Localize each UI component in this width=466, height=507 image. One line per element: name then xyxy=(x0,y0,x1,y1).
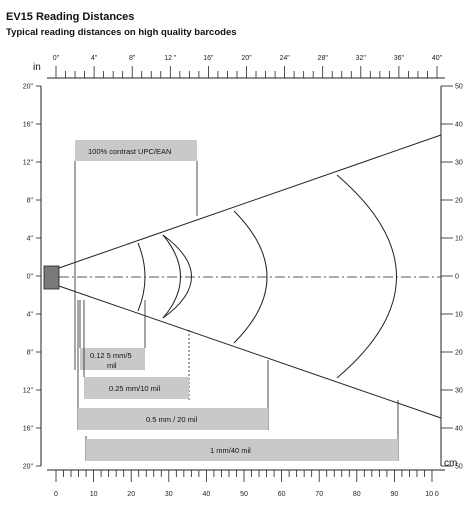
range-arc-20mil xyxy=(233,210,268,344)
range-20mil-label: 0.5 mm / 20 mil xyxy=(146,415,198,424)
cone-lower-edge xyxy=(58,285,442,419)
bottom-ruler-label: 90 xyxy=(391,491,399,498)
cone-upper-edge xyxy=(58,134,442,269)
left-scale-label: 16" xyxy=(23,122,34,129)
bottom-ruler-label: 10 0 xyxy=(425,491,439,498)
left-scale-label: 4" xyxy=(27,236,34,243)
right-scale-label: 20 xyxy=(455,350,463,357)
top-ruler-label: 28" xyxy=(318,55,329,62)
top-inch-ruler: in 0" 4" 8" 12 " 16" 20" 24" 28" 32" 36" 40" xyxy=(33,55,445,79)
right-scale-label: 30 xyxy=(455,160,463,167)
inch-unit-label: in xyxy=(33,62,41,73)
right-scale-label: 40 xyxy=(455,122,463,129)
right-scale-label: 50 xyxy=(455,464,463,471)
bottom-ruler-label: 10 xyxy=(90,491,98,498)
top-ruler-ticks xyxy=(55,66,438,78)
right-scale-label: 20 xyxy=(455,198,463,205)
range-arc-10mil-outer xyxy=(162,234,192,319)
range-5mil-label-1: 0.12 5 mm/5 xyxy=(90,351,132,360)
bottom-cm-ruler: 0 10 20 30 40 50 60 70 80 90 10 0 cm xyxy=(47,458,457,498)
left-scale-label: 8" xyxy=(27,198,34,205)
range-arc-5mil xyxy=(137,242,146,312)
bottom-ruler-label: 0 xyxy=(54,491,58,498)
top-ruler-label: 32" xyxy=(356,55,367,62)
bottom-ruler-label: 20 xyxy=(127,491,135,498)
right-scale-label: 30 xyxy=(455,388,463,395)
top-ruler-label: 16" xyxy=(203,55,214,62)
range-5mil-label-2: mil xyxy=(107,361,117,370)
bottom-ruler-label: 70 xyxy=(315,491,323,498)
right-scale-label: 10 xyxy=(455,312,463,319)
range-5mil: 0.12 5 mm/5 mil xyxy=(79,300,146,370)
range-arc-10mil-inner xyxy=(162,234,181,319)
range-40mil-label: 1 mm/40 mil xyxy=(210,446,251,455)
right-cm-scale: 50 40 30 20 10 0 10 20 30 40 50 xyxy=(440,84,463,471)
top-ruler-label: 0" xyxy=(53,55,60,62)
range-arc-40mil xyxy=(336,174,397,379)
bottom-ruler-labels: 0 10 20 30 40 50 60 70 80 90 10 0 xyxy=(54,491,439,498)
right-scale-label: 50 xyxy=(455,84,463,91)
scanner-device xyxy=(43,265,60,290)
right-scale-label: 10 xyxy=(455,236,463,243)
top-ruler-label: 36" xyxy=(394,55,405,62)
range-10mil-label: 0.25 mm/10 mil xyxy=(109,384,161,393)
left-scale-label: 20" xyxy=(23,464,34,471)
bottom-ruler-label: 30 xyxy=(165,491,173,498)
range-10mil: 0.25 mm/10 mil xyxy=(83,300,190,400)
right-scale-label: 0 xyxy=(455,274,459,281)
top-ruler-label: 8" xyxy=(129,55,136,62)
left-inch-scale: 20" 16" 12" 8" 4" 0" 4" 8" 12" 16" 20" xyxy=(23,84,42,471)
contrast-label: 100% contrast UPC/EAN xyxy=(88,147,171,156)
bottom-ruler-label: 60 xyxy=(278,491,286,498)
top-ruler-label: 20" xyxy=(241,55,252,62)
range-40mil: 1 mm/40 mil xyxy=(85,400,399,461)
top-ruler-label: 4" xyxy=(91,55,98,62)
left-scale-label: 12" xyxy=(23,160,34,167)
left-scale-label: 0" xyxy=(27,274,34,281)
bottom-ruler-label: 40 xyxy=(203,491,211,498)
reading-cone xyxy=(58,134,442,419)
bottom-ruler-label: 50 xyxy=(240,491,248,498)
top-ruler-label: 12 " xyxy=(164,55,177,62)
left-scale-label: 8" xyxy=(27,350,34,357)
left-scale-label: 16" xyxy=(23,426,34,433)
left-scale-label: 20" xyxy=(23,84,34,91)
left-scale-label: 12" xyxy=(23,388,34,395)
top-ruler-label: 40" xyxy=(432,55,443,62)
top-ruler-label: 24" xyxy=(279,55,290,62)
page-subtitle: Typical reading distances on high qualit… xyxy=(6,27,237,38)
cm-unit-label: cm xyxy=(444,458,457,469)
page-title: EV15 Reading Distances xyxy=(6,11,135,23)
top-ruler-labels: 0" 4" 8" 12 " 16" 20" 24" 28" 32" 36" 40" xyxy=(53,55,443,62)
contrast-box: 100% contrast UPC/EAN xyxy=(74,140,198,370)
bottom-ruler-label: 80 xyxy=(353,491,361,498)
right-scale-label: 40 xyxy=(455,426,463,433)
left-scale-label: 4" xyxy=(27,312,34,319)
range-20mil: 0.5 mm / 20 mil xyxy=(77,300,269,430)
bottom-ruler-ticks xyxy=(55,470,433,482)
